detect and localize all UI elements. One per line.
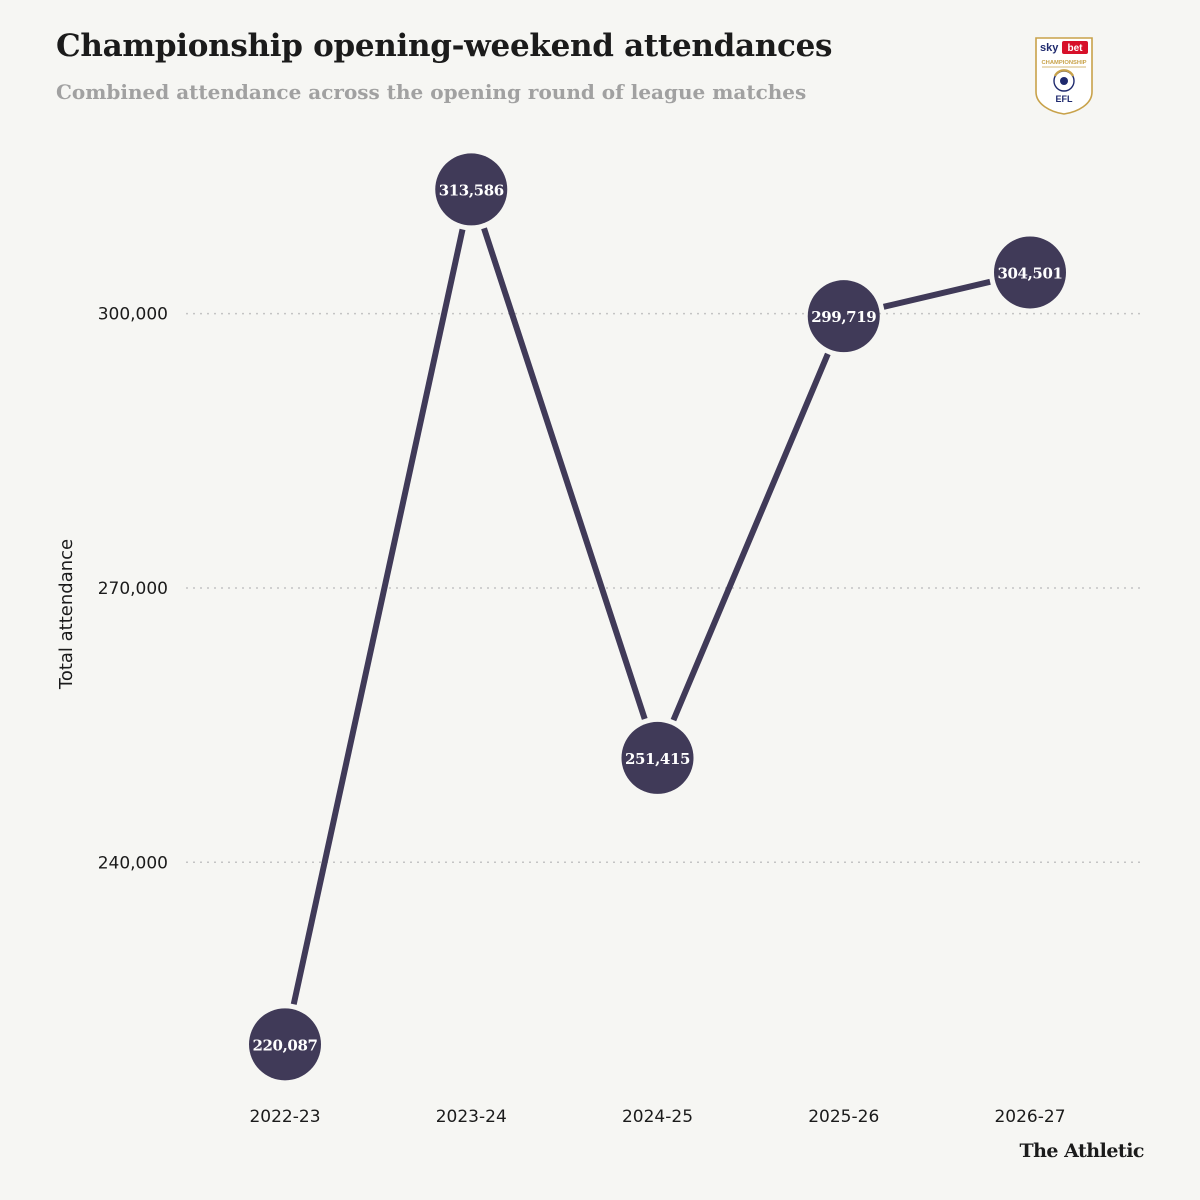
series-line <box>290 227 991 1005</box>
logo-ball-icon-center <box>1060 77 1068 85</box>
efl-championship-logo: sky bet CHAMPIONSHIP EFL <box>1035 37 1093 115</box>
x-tick-label: 2022-23 <box>249 1107 320 1127</box>
data-label: 299,719 <box>811 308 876 326</box>
publisher-brand: The Athletic <box>1019 1140 1144 1162</box>
gridlines <box>186 312 1145 864</box>
series-line-segment <box>882 278 991 310</box>
logo-shield-shape <box>1035 37 1093 115</box>
data-label: 220,087 <box>252 1036 317 1054</box>
logo-sponsor-sky: sky <box>1040 42 1059 54</box>
x-tick-label: 2025-26 <box>808 1107 879 1127</box>
data-label: 251,415 <box>625 750 690 768</box>
logo-ball-icon-arc <box>1053 69 1075 77</box>
x-axis-ticks: 2022-23 2023-24 2024-25 2025-26 2026-27 <box>249 1107 1065 1127</box>
logo-league-name: EFL <box>1056 94 1074 104</box>
series-line-segment <box>290 228 466 1005</box>
series-line-segment <box>481 227 648 720</box>
logo-competition-name: CHAMPIONSHIP <box>1041 60 1086 66</box>
y-tick-label: 240,000 <box>98 853 168 873</box>
x-tick-label: 2024-25 <box>622 1107 693 1127</box>
data-point <box>807 280 880 353</box>
logo-sponsor-bet: bet <box>1068 43 1084 54</box>
data-label: 304,501 <box>997 264 1062 282</box>
data-label: 313,586 <box>439 181 504 199</box>
data-point <box>249 1008 321 1081</box>
data-point <box>435 153 508 226</box>
chart-title: Championship opening-weekend attendances <box>56 28 833 64</box>
y-tick-label: 300,000 <box>98 305 168 325</box>
y-axis-ticks: 240,000 270,000 300,000 <box>98 305 168 874</box>
data-point <box>621 721 694 794</box>
series-line-segment <box>670 352 831 722</box>
x-tick-label: 2026-27 <box>994 1107 1065 1127</box>
data-point <box>994 236 1066 309</box>
y-axis-label: Total attendance <box>56 539 77 690</box>
chart-subtitle: Combined attendance across the opening r… <box>56 80 807 104</box>
y-tick-label: 270,000 <box>98 579 168 599</box>
data-points: 220,087 313,586 251,415 299,719 304,501 <box>249 153 1066 1081</box>
logo-sponsor-bet-badge <box>1062 41 1088 54</box>
x-tick-label: 2023-24 <box>436 1107 507 1127</box>
